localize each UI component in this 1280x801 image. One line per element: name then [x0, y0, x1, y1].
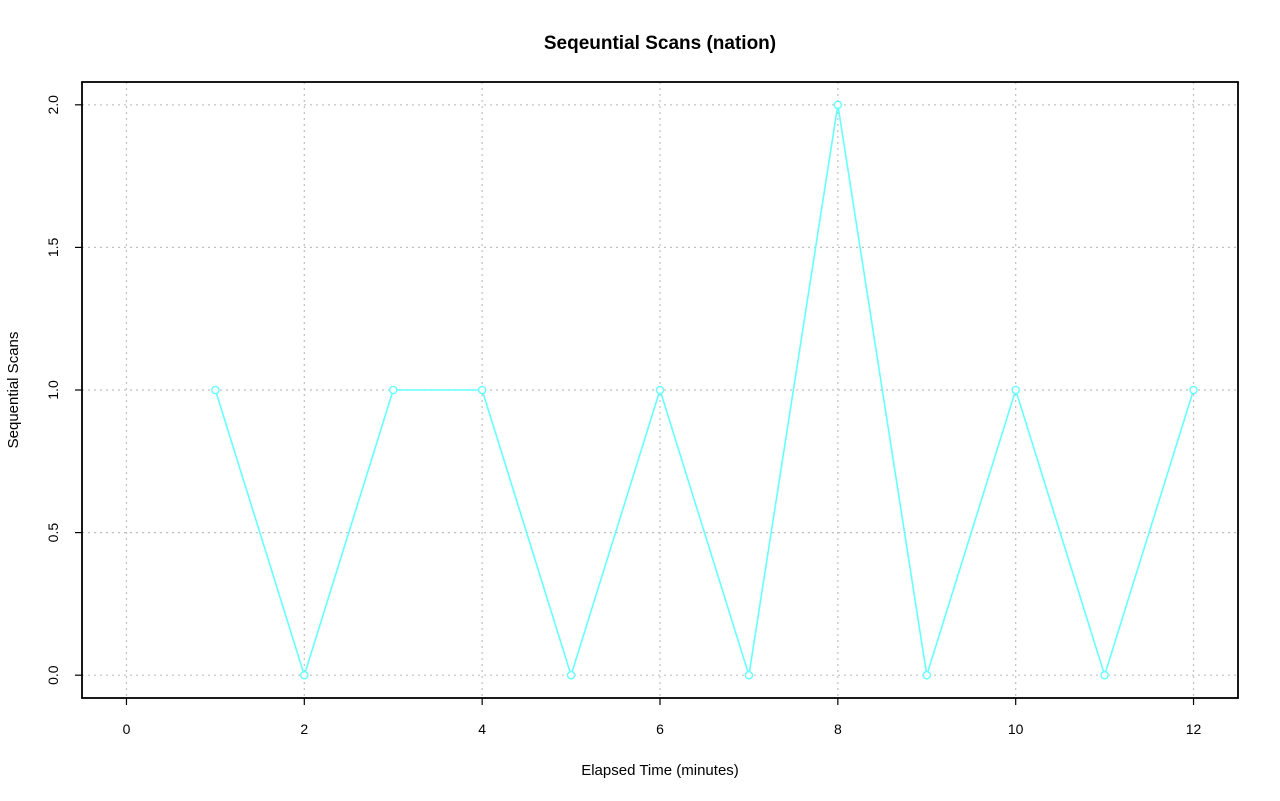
- data-point: [922, 670, 932, 680]
- x-tick-label: 4: [478, 721, 486, 737]
- x-tick-label: 2: [300, 721, 308, 737]
- data-point: [300, 670, 309, 680]
- y-tick-label: 0.5: [45, 523, 61, 543]
- y-tick-label: 2.0: [45, 95, 61, 115]
- x-axis-label: Elapsed Time (minutes): [581, 762, 739, 779]
- chart-title: Seqeuntial Scans (nation): [544, 33, 776, 54]
- y-axis: 0.0 0.5 1.0 1.5 2.0: [45, 95, 82, 685]
- series-layer: [211, 100, 1198, 680]
- x-axis: 0 2 4 6 8 10 12: [123, 698, 1202, 737]
- x-tick-label: 0: [123, 721, 131, 737]
- x-tick-label: 10: [1008, 721, 1024, 737]
- data-point: [744, 670, 754, 680]
- data-point: [1100, 670, 1109, 680]
- data-point: [655, 385, 665, 395]
- y-tick-label: 1.0: [45, 380, 61, 400]
- data-point: [1189, 385, 1198, 395]
- data-point: [566, 670, 576, 680]
- data-point: [833, 100, 843, 110]
- y-tick-label: 1.5: [45, 237, 61, 257]
- x-tick-label: 6: [656, 721, 664, 737]
- y-axis-label: Sequential Scans: [5, 332, 22, 449]
- y-tick-label: 0.0: [45, 665, 61, 685]
- data-point: [477, 385, 487, 395]
- x-tick-label: 12: [1186, 721, 1202, 737]
- data-point: [388, 385, 398, 395]
- x-tick-label: 8: [834, 721, 842, 737]
- data-point: [211, 385, 220, 395]
- data-point: [1011, 385, 1020, 395]
- series-line: [214, 104, 1195, 676]
